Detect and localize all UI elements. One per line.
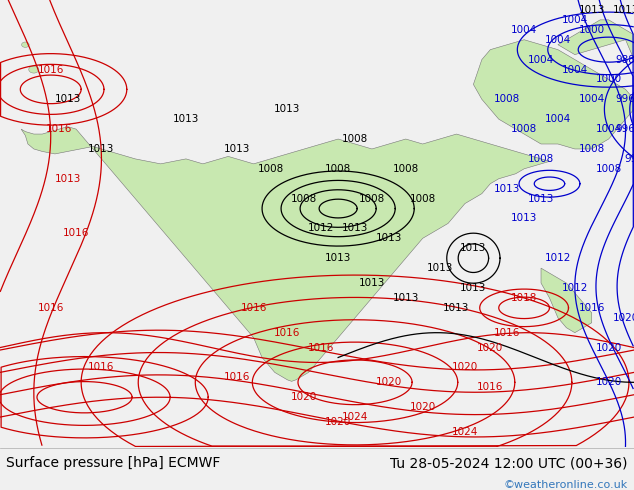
- Text: 996: 996: [616, 94, 634, 104]
- Text: 1013: 1013: [494, 184, 521, 194]
- Text: 992: 992: [624, 154, 634, 164]
- Text: ©weatheronline.co.uk: ©weatheronline.co.uk: [503, 480, 628, 490]
- Text: 1004: 1004: [595, 124, 622, 134]
- Text: 1013: 1013: [55, 94, 81, 104]
- Text: 1008: 1008: [359, 194, 385, 204]
- Text: 1016: 1016: [579, 303, 605, 313]
- Text: 1016: 1016: [37, 65, 64, 74]
- Text: 1020: 1020: [325, 417, 351, 427]
- Text: 1008: 1008: [257, 164, 283, 174]
- Text: 1016: 1016: [477, 382, 503, 392]
- Text: 1016: 1016: [46, 124, 72, 134]
- Text: 1004: 1004: [579, 94, 605, 104]
- Text: 1016: 1016: [275, 328, 301, 338]
- Text: 1020: 1020: [410, 402, 436, 412]
- Text: 1013: 1013: [275, 104, 301, 114]
- Text: 1016: 1016: [63, 228, 89, 238]
- Text: 1016: 1016: [494, 328, 521, 338]
- Text: 1000: 1000: [595, 74, 622, 84]
- Text: 1000: 1000: [579, 25, 605, 35]
- Circle shape: [22, 42, 29, 48]
- Text: 1008: 1008: [595, 164, 622, 174]
- Text: 1016: 1016: [224, 372, 250, 382]
- Text: 1013: 1013: [325, 253, 351, 263]
- Text: 1020: 1020: [291, 392, 318, 402]
- Text: 1013: 1013: [359, 278, 385, 288]
- Text: Surface pressure [hPa] ECMWF: Surface pressure [hPa] ECMWF: [6, 456, 221, 470]
- Circle shape: [29, 66, 39, 73]
- Text: 1008: 1008: [494, 94, 521, 104]
- Text: 1008: 1008: [528, 154, 554, 164]
- Polygon shape: [21, 126, 550, 381]
- Text: 1024: 1024: [452, 427, 478, 437]
- Text: 1013: 1013: [612, 5, 634, 15]
- Text: 1004: 1004: [545, 35, 571, 45]
- Text: 1020: 1020: [595, 377, 622, 387]
- Text: 1013: 1013: [173, 114, 199, 124]
- Text: 996: 996: [616, 124, 634, 134]
- Text: 1012: 1012: [562, 283, 588, 293]
- Text: 1013: 1013: [55, 174, 81, 184]
- Text: 1013: 1013: [88, 144, 115, 154]
- Text: 1016: 1016: [37, 303, 64, 313]
- Text: 1004: 1004: [562, 65, 588, 74]
- Text: 1016: 1016: [88, 363, 115, 372]
- Text: 1016: 1016: [240, 303, 267, 313]
- Polygon shape: [541, 268, 592, 333]
- Text: 1008: 1008: [392, 164, 419, 174]
- Text: 1008: 1008: [291, 194, 318, 204]
- Text: 1013: 1013: [392, 293, 419, 303]
- Text: 1004: 1004: [545, 114, 571, 124]
- Text: 1020: 1020: [452, 363, 478, 372]
- Text: 1016: 1016: [308, 343, 334, 353]
- Text: 1008: 1008: [511, 124, 537, 134]
- Text: 1013: 1013: [376, 233, 402, 244]
- Text: 1008: 1008: [342, 134, 368, 144]
- Text: 1008: 1008: [579, 144, 605, 154]
- Text: 1020: 1020: [595, 343, 622, 353]
- Text: 988: 988: [616, 54, 634, 65]
- Text: 1004: 1004: [528, 54, 554, 65]
- Text: 1020: 1020: [477, 343, 503, 353]
- Text: 1012: 1012: [545, 253, 571, 263]
- Text: 1013: 1013: [342, 223, 368, 233]
- Text: 1013: 1013: [443, 303, 470, 313]
- Polygon shape: [558, 20, 634, 60]
- Text: 1008: 1008: [410, 194, 436, 204]
- Text: 1013: 1013: [528, 194, 554, 204]
- Text: 1013: 1013: [511, 214, 537, 223]
- Text: 1004: 1004: [511, 25, 537, 35]
- Text: 1013: 1013: [460, 243, 486, 253]
- Polygon shape: [474, 40, 634, 149]
- Text: 1013: 1013: [427, 263, 453, 273]
- Text: 1013: 1013: [579, 5, 605, 15]
- Text: 1020: 1020: [612, 313, 634, 323]
- Text: 1020: 1020: [376, 377, 402, 387]
- Text: Tu 28-05-2024 12:00 UTC (00+36): Tu 28-05-2024 12:00 UTC (00+36): [390, 456, 628, 470]
- Text: 1013: 1013: [460, 283, 486, 293]
- Text: 1008: 1008: [325, 164, 351, 174]
- Text: 1024: 1024: [342, 412, 368, 422]
- Text: 1013: 1013: [224, 144, 250, 154]
- Text: 1004: 1004: [562, 15, 588, 25]
- Text: 1012: 1012: [308, 223, 334, 233]
- Text: 1018: 1018: [511, 293, 537, 303]
